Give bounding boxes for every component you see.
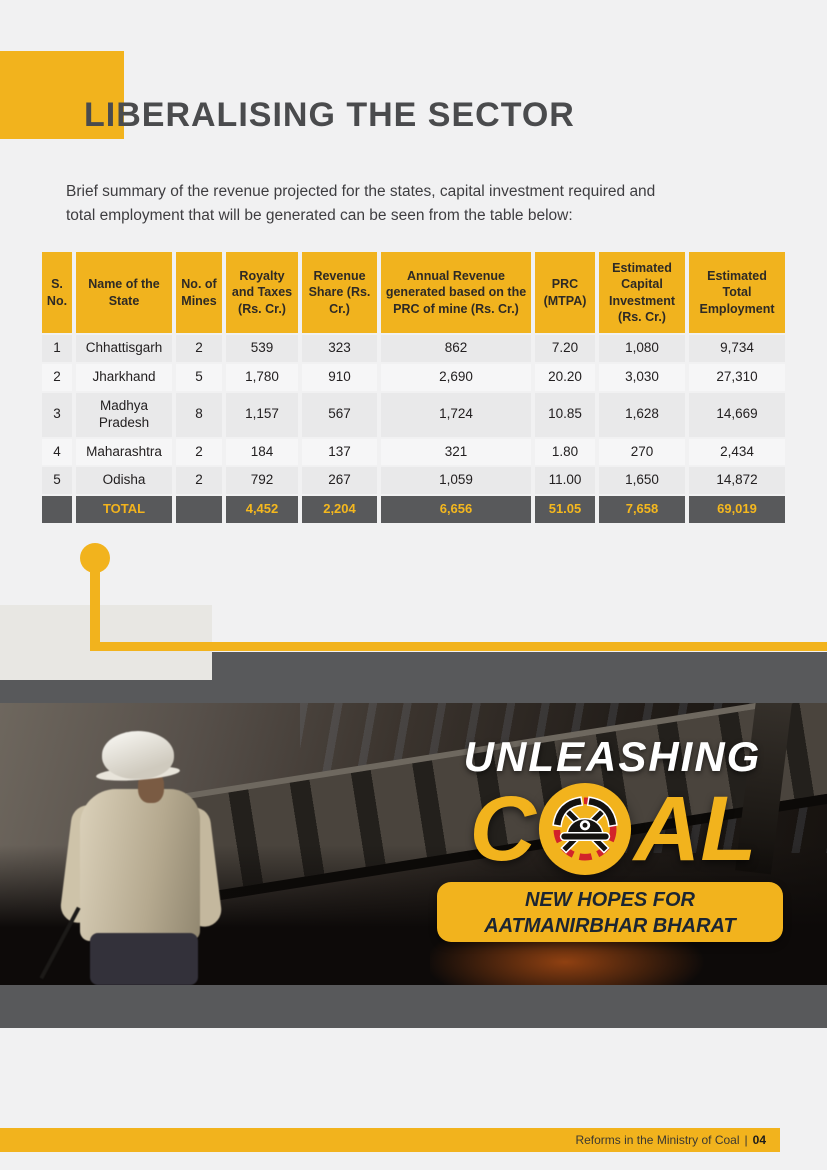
table-cell: 2,690	[381, 363, 531, 391]
table-header-cell: Estimated Total Employment	[689, 252, 785, 333]
table-total-cell: 4,452	[226, 496, 298, 523]
table-cell: 14,872	[689, 467, 785, 495]
yellow-square-accent	[0, 51, 124, 139]
table-cell: 5	[176, 363, 222, 391]
table-cell: 2	[176, 467, 222, 495]
table-total-cell: 7,658	[599, 496, 685, 523]
footer-page-number: 04	[752, 1133, 766, 1147]
table-cell: 8	[176, 392, 222, 437]
intro-line-2: total employment that will be generated …	[66, 207, 573, 224]
dark-band-below-photo	[0, 985, 827, 1028]
table-cell: 1,650	[599, 467, 685, 495]
table-cell: 11.00	[535, 467, 595, 495]
table-header-cell: Estimated Capital Investment (Rs. Cr.)	[599, 252, 685, 333]
table-cell: 20.20	[535, 363, 595, 391]
connector-vertical-line	[90, 558, 100, 646]
table-cell: Chhattisgarh	[76, 335, 172, 362]
table-total-cell	[42, 496, 72, 523]
table-total-cell: 6,656	[381, 496, 531, 523]
table-cell: 137	[302, 438, 377, 466]
table-row: 4 Maharashtra 2 184 137 321 1.80 270 2,434	[42, 438, 785, 466]
table-cell: 2,434	[689, 438, 785, 466]
table-total-cell	[176, 496, 222, 523]
worker-figure	[39, 725, 230, 985]
table-cell: 323	[302, 335, 377, 362]
tagline-line-2: AATMANIRBHAR BHARAT	[484, 915, 736, 937]
table-cell: 5	[42, 467, 72, 495]
table-row: 2 Jharkhand 5 1,780 910 2,690 20.20 3,030 27,310	[42, 363, 785, 391]
table-cell: 3	[42, 392, 72, 437]
table-cell: 3,030	[599, 363, 685, 391]
hero-title-coal: C AL	[438, 777, 788, 880]
table-row: 3 Madhya Pradesh 8 1,157 567 1,724 10.85 1,628 1…	[42, 392, 785, 437]
table-cell: 270	[599, 438, 685, 466]
mine-photo: UNLEASHING C AL N	[0, 703, 827, 985]
table-cell: 539	[226, 335, 298, 362]
table-cell: Odisha	[76, 467, 172, 495]
table-cell: 14,669	[689, 392, 785, 437]
coal-emblem-icon	[538, 782, 631, 876]
intro-line-1: Brief summary of the revenue projected f…	[66, 183, 656, 200]
table-cell: 27,310	[689, 363, 785, 391]
table-header-cell: No. of Mines	[176, 252, 222, 333]
table-total-cell: TOTAL	[76, 496, 172, 523]
page-title: LIBERALISING THE SECTOR	[84, 96, 575, 134]
table-cell: 1.80	[535, 438, 595, 466]
table-cell: Madhya Pradesh	[76, 392, 172, 437]
table-cell: 10.85	[535, 392, 595, 437]
table-cell: 2	[176, 438, 222, 466]
worker-torso	[80, 789, 200, 941]
table-body: 1 Chhattisgarh 2 539 323 862 7.20 1,080 9,734 2 Jh…	[42, 335, 785, 523]
coal-letters-al: AL	[633, 777, 757, 880]
footer-label: Reforms in the Ministry of Coal	[575, 1133, 740, 1147]
table-cell: 1,724	[381, 392, 531, 437]
table-cell: 321	[381, 438, 531, 466]
table-total-cell: 2,204	[302, 496, 377, 523]
table-header-cell: S. No.	[42, 252, 72, 333]
table-cell: 567	[302, 392, 377, 437]
table-total-cell: 69,019	[689, 496, 785, 523]
table-cell: 2	[176, 335, 222, 362]
table-cell: 4	[42, 438, 72, 466]
table-cell: 910	[302, 363, 377, 391]
table-cell: 1,628	[599, 392, 685, 437]
table-row: 5 Odisha 2 792 267 1,059 11.00 1,650 14,872	[42, 467, 785, 495]
table-header-cell: Revenue Share (Rs. Cr.)	[302, 252, 377, 333]
table-cell: 2	[42, 363, 72, 391]
table-header-cell: Annual Revenue generated based on the PR…	[381, 252, 531, 333]
footer-bar: Reforms in the Ministry of Coal | 04	[0, 1128, 780, 1152]
table-cell: 7.20	[535, 335, 595, 362]
table-header-cell: PRC (MTPA)	[535, 252, 595, 333]
table-cell: Maharashtra	[76, 438, 172, 466]
table-cell: 267	[302, 467, 377, 495]
table-total-cell: 51.05	[535, 496, 595, 523]
table-row: 1 Chhattisgarh 2 539 323 862 7.20 1,080 9,734	[42, 335, 785, 362]
table-header-row: S. No. Name of the State No. of Mines Royal…	[42, 252, 785, 333]
worker-helmet	[102, 731, 174, 779]
hero-title-unleashing: UNLEASHING	[463, 733, 762, 780]
table-cell: 792	[226, 467, 298, 495]
tagline-line-1: NEW HOPES FOR	[524, 889, 695, 911]
table-cell: 184	[226, 438, 298, 466]
table-cell: 1,780	[226, 363, 298, 391]
footer-separator: |	[744, 1133, 748, 1147]
table-cell: 862	[381, 335, 531, 362]
table-total-row: TOTAL 4,452 2,204 6,656 51.05 7,658 69,019	[42, 496, 785, 523]
connector-horizontal-line	[90, 642, 827, 651]
table-cell: 1,059	[381, 467, 531, 495]
intro-paragraph: Brief summary of the revenue projected f…	[66, 180, 776, 228]
table-cell: 1,080	[599, 335, 685, 362]
summary-table: S. No. Name of the State No. of Mines Royal…	[38, 250, 789, 525]
coal-letter-c: C	[469, 777, 536, 880]
tagline-banner: NEW HOPES FOR AATMANIRBHAR BHARAT	[437, 882, 783, 942]
table-header-cell: Name of the State	[76, 252, 172, 333]
table-cell: 1	[42, 335, 72, 362]
table-cell: Jharkhand	[76, 363, 172, 391]
table-cell: 9,734	[689, 335, 785, 362]
summary-table-wrapper: S. No. Name of the State No. of Mines Royal…	[38, 250, 791, 525]
worker-pants	[90, 933, 198, 985]
table-header-cell: Royalty and Taxes (Rs. Cr.)	[226, 252, 298, 333]
table-cell: 1,157	[226, 392, 298, 437]
